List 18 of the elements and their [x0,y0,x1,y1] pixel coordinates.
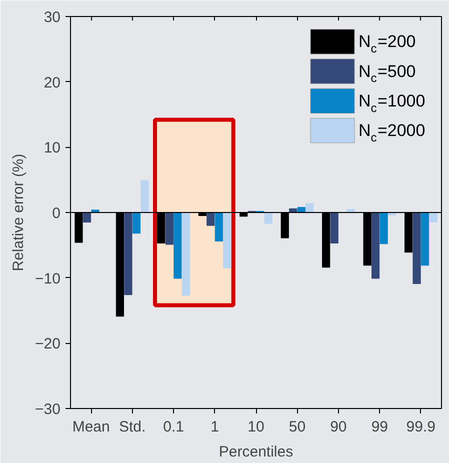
x-tick-label: 0.1 [163,418,184,436]
y-tick-label: 10 [44,140,61,157]
y-tick-label: 0 [52,205,60,222]
x-tick-label: 1 [210,418,219,436]
x-tick-label: 10 [248,418,264,436]
x-tick-label: 90 [330,418,347,436]
x-tick-label: 99.9 [406,418,436,436]
x-tick-label: 99 [371,418,388,436]
y-tick-label: 30 [44,9,61,26]
x-tick-label: 50 [288,418,306,436]
y-axis-title: Relative error (%) [10,154,28,272]
x-tick-label: Mean [72,418,110,436]
x-axis-title: Percentiles [218,444,294,460]
y-tick-label: −10 [35,270,61,288]
y-tick-label: −20 [35,336,61,353]
y-tick-label: 20 [44,74,61,92]
x-tick-label: Std. [118,418,146,436]
y-tick-label: −30 [35,401,61,418]
